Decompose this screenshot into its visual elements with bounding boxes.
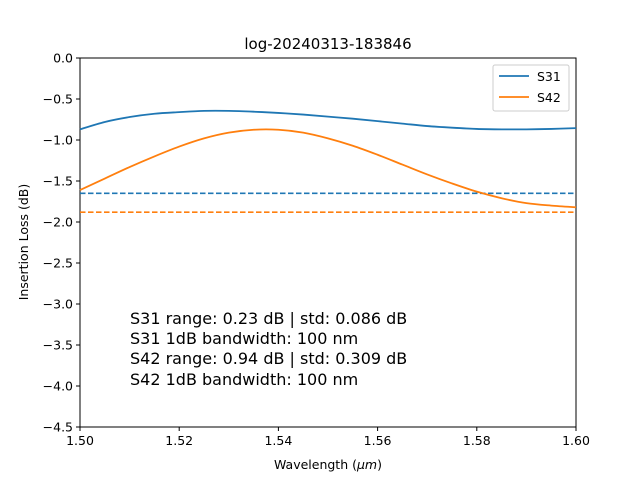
y-tick-label: −2.5 — [43, 256, 73, 271]
y-axis: 0.0 −0.5 −1.0 −1.5 −2.0 −2.5 −3.0 −3.5 −4.0 −4.5 — [43, 51, 80, 435]
y-tick-label: −4.0 — [43, 379, 73, 394]
y-tick-label: −1.5 — [43, 174, 73, 189]
series-lines — [79, 109, 577, 209]
y-tick-label: −3.0 — [43, 297, 73, 312]
x-tick-label: 1.56 — [364, 433, 392, 448]
chart-title: log-20240313-183846 — [244, 35, 411, 53]
series-line-s42 — [79, 128, 577, 209]
x-axis: 1.50 1.52 1.54 1.56 1.58 1.60 — [66, 427, 590, 448]
y-tick-label: −4.5 — [43, 420, 73, 435]
legend: S31 S42 — [492, 64, 570, 112]
legend-label-s31: S31 — [537, 69, 561, 84]
y-tick-label: −2.0 — [43, 215, 73, 230]
plot-frame — [79, 57, 577, 428]
x-axis-label-unit: μm — [356, 457, 377, 472]
legend-label-s42: S42 — [537, 90, 561, 105]
x-axis-label: Wavelength (μm) — [274, 457, 382, 472]
y-tick-label: −0.5 — [43, 92, 73, 107]
annotation-s31-range: S31 range: 0.23 dB | std: 0.086 dB — [130, 309, 407, 328]
x-tick-label: 1.50 — [66, 433, 94, 448]
series-line-s31 — [79, 109, 577, 131]
x-axis-label-close: ) — [377, 457, 382, 472]
x-axis-label-text: Wavelength ( — [274, 457, 357, 472]
annotations: S31 range: 0.23 dB | std: 0.086 dB S31 1… — [130, 309, 407, 389]
reference-lines — [80, 192, 576, 213]
annotation-s31-bandwidth: S31 1dB bandwidth: 100 nm — [130, 329, 358, 348]
x-tick-label: 1.60 — [562, 433, 590, 448]
x-tick-label: 1.52 — [165, 433, 193, 448]
annotation-s42-bandwidth: S42 1dB bandwidth: 100 nm — [130, 370, 358, 389]
annotation-s42-range: S42 range: 0.94 dB | std: 0.309 dB — [130, 349, 407, 368]
x-tick-label: 1.54 — [264, 433, 292, 448]
y-tick-label: 0.0 — [53, 51, 73, 66]
plot-area — [79, 57, 577, 428]
y-tick-label: −3.5 — [43, 338, 73, 353]
y-axis-label: Insertion Loss (dB) — [16, 184, 31, 301]
y-tick-label: −1.0 — [43, 133, 73, 148]
x-tick-label: 1.58 — [463, 433, 491, 448]
